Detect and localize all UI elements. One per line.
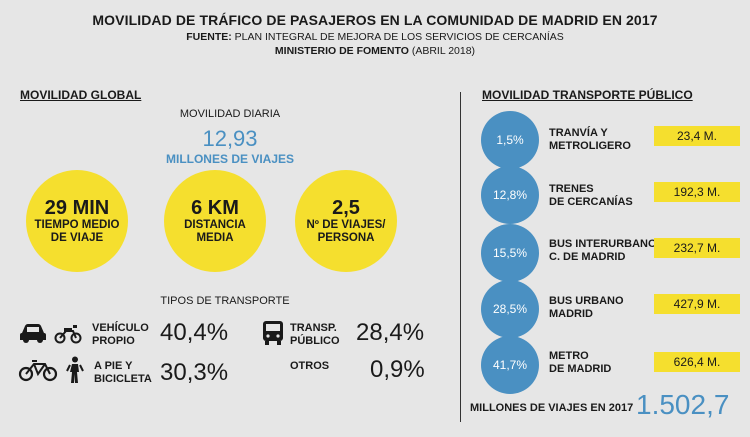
public-item-value: 232,7 M. [654,238,740,258]
stat-label: DE VIAJE [50,232,104,244]
page-title: MOVILIDAD DE TRÁFICO DE PASAJEROS EN LA … [92,12,658,28]
daily-mobility-unit: MILLONES DE VIAJES [165,152,295,166]
public-item-value: 427,9 M. [654,294,740,314]
percent-circle: 12,8% [481,166,539,224]
global-section-title: MOVILIDAD GLOBAL [20,88,142,102]
ministry-date: (ABRIL 2018) [411,45,476,57]
daily-mobility-label: MOVILIDAD DIARIA [179,108,281,120]
type-others-label: OTROS [290,360,330,372]
public-item-value: 23,4 M. [654,126,740,146]
stat-label: DISTANCIA [184,219,246,231]
type-label-line: VEHÍCULO [92,322,149,334]
motorbike-icon [54,322,82,344]
stat-label: PERSONA [317,232,375,244]
type-own-vehicle-value: 40,4% [160,319,229,346]
public-item-label: METRO DE MADRID [549,350,611,376]
public-item-label: BUS URBANO MADRID [549,295,624,321]
public-item-label-line: BUS URBANO [549,295,624,307]
stat-circle-trips: 2,5 Nº DE VIAJES/ PERSONA [295,170,397,272]
bicycle-icon [18,358,58,382]
public-item-label-line: TRENES [549,183,594,195]
ministry-name: MINISTERIO DE FOMENTO [274,45,409,57]
transport-types-title: TIPOS DE TRANSPORTE [160,295,290,307]
public-item-label-line: C. DE MADRID [549,251,626,263]
stat-circle-time: 29 MIN TIEMPO MEDIO DE VIAJE [26,170,128,272]
type-public-transport-label: TRANSP. PÚBLICO [290,322,340,348]
percent-circle: 15,5% [481,224,539,282]
stat-value: 2,5 [332,197,360,219]
public-item-label: TRENES DE CERCANÍAS [549,183,633,209]
type-walk-bike-label: A PIE Y BICICLETA [94,360,152,386]
type-label-line: TRANSP. [290,322,337,334]
daily-mobility-value: 12,93 [202,126,258,151]
pedestrian-icon [66,356,84,384]
public-item-value: 192,3 M. [654,182,740,202]
public-item-value: 626,4 M. [654,352,740,372]
public-item-commuter-train: 12,8% [481,166,539,224]
type-others-value: 0,9% [370,356,425,383]
public-item-label: TRANVÍA Y METROLIGERO [549,127,631,153]
public-section-title: MOVILIDAD TRANSPORTE PÚBLICO [482,88,693,102]
public-item-label-line: METROLIGERO [549,140,631,152]
stat-value: 6 KM [191,197,239,219]
public-item-label-line: TRANVÍA Y [549,127,608,139]
ministry-line: MINISTERIO DE FOMENTO (ABRIL 2018) [0,45,750,57]
stat-label: MEDIA [196,232,234,244]
type-label-line: A PIE Y [94,360,133,372]
source-line: FUENTE: PLAN INTEGRAL DE MEJORA DE LOS S… [0,31,750,43]
percent-circle: 28,5% [481,280,539,338]
public-item-label-line: DE CERCANÍAS [549,196,633,208]
percent-circle: 1,5% [481,111,539,169]
public-item-tram: 1,5% [481,111,539,169]
type-walk-bike-value: 30,3% [160,359,229,386]
percent-circle: 41,7% [481,336,539,394]
public-item-metro: 41,7% [481,336,539,394]
public-item-label-line: BUS INTERURBANO [549,238,657,250]
stat-value: 29 MIN [44,197,110,219]
stat-circle-distance: 6 KM DISTANCIA MEDIA [164,170,266,272]
source-text: PLAN INTEGRAL DE MEJORA DE LOS SERVICIOS… [234,31,564,43]
source-prefix: FUENTE: [186,31,232,43]
type-label-line: BICICLETA [94,373,152,385]
public-item-label-line: METRO [549,350,589,362]
type-label-line: PÚBLICO [290,335,340,347]
total-trips-label: MILLONES DE VIAJES EN 2017 [470,402,634,414]
public-item-label-line: MADRID [549,308,593,320]
public-item-urban-bus: 28,5% [481,280,539,338]
type-label-line: PROPIO [92,335,135,347]
stat-label: Nº DE VIAJES/ [306,219,386,231]
type-public-transport-value: 28,4% [356,319,425,346]
public-item-label: BUS INTERURBANO C. DE MADRID [549,238,657,264]
car-icon [18,322,48,344]
public-item-label-line: DE MADRID [549,363,612,375]
stat-label: TIEMPO MEDIO [34,219,120,231]
total-trips-value: 1.502,7 [636,389,730,420]
type-own-vehicle-label: VEHÍCULO PROPIO [92,322,149,348]
bus-icon [262,320,284,346]
public-item-interurban-bus: 15,5% [481,224,539,282]
section-divider [460,92,461,422]
